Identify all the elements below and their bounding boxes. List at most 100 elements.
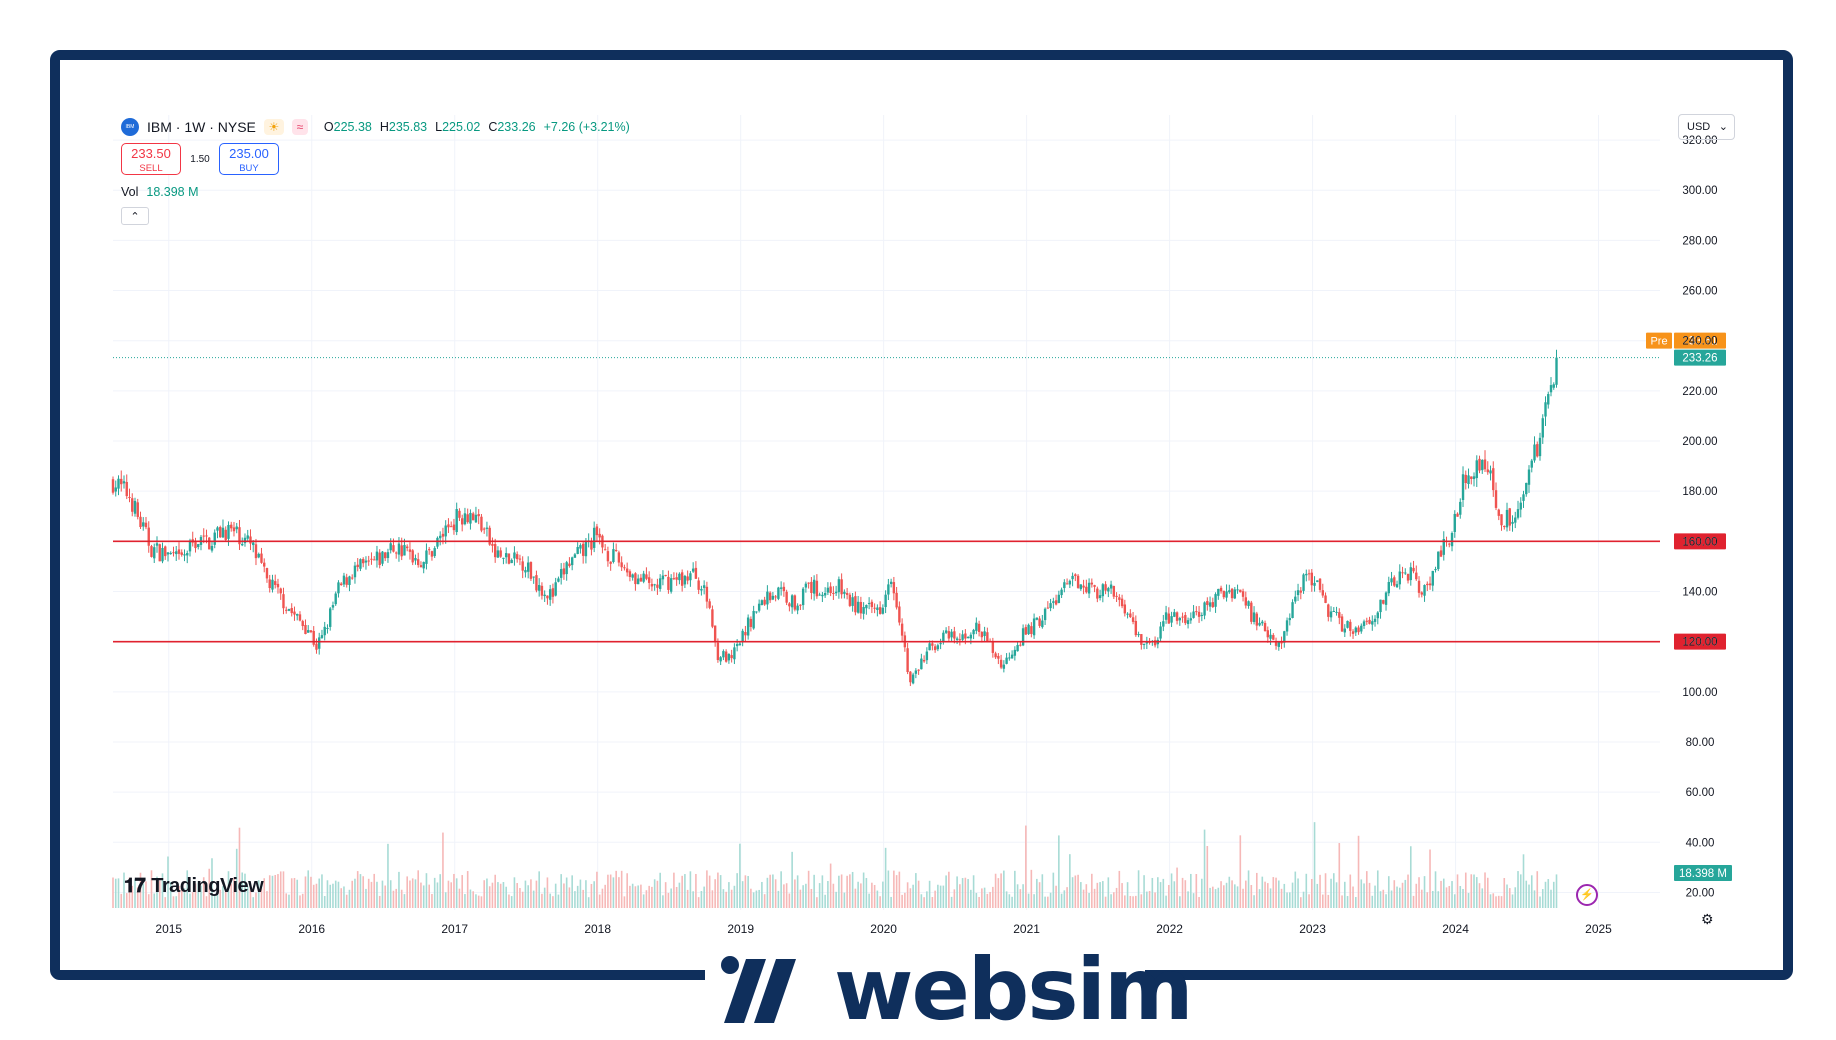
candle-body	[1475, 460, 1478, 479]
volume-bar	[1151, 877, 1154, 908]
candle-body	[755, 611, 758, 613]
candle-body	[529, 562, 533, 579]
lightning-icon[interactable]: ⚡	[1576, 884, 1598, 906]
candle-body	[183, 554, 186, 556]
candle-body	[832, 592, 835, 594]
candle-body	[230, 524, 233, 529]
volume-bar	[849, 874, 851, 908]
candle-body	[722, 651, 725, 658]
candle-body	[590, 540, 593, 550]
candle-body	[994, 653, 997, 658]
volume-bar	[722, 889, 725, 908]
ohlc-values: O225.38 H235.83 L225.02 C233.26 +7.26 (+…	[323, 120, 630, 134]
candle-body	[1390, 578, 1393, 583]
candle-body	[763, 599, 766, 605]
volume-bar	[574, 891, 576, 908]
buy-button[interactable]: 235.00 BUY	[219, 143, 279, 175]
volume-bar	[838, 875, 840, 908]
gear-icon[interactable]: ⚙	[1701, 911, 1714, 927]
candle-body	[1126, 613, 1129, 615]
volume-bar	[1000, 873, 1002, 908]
symbol-title[interactable]: IBM · 1W · NYSE	[147, 119, 256, 135]
candle-body	[1412, 567, 1415, 572]
volume-bar	[1519, 874, 1522, 908]
spread-value: 1.50	[190, 153, 210, 165]
volume-bar	[301, 893, 304, 908]
candle-body	[1549, 385, 1553, 393]
candle-body	[518, 558, 522, 560]
tradingview-logo[interactable]: 𝟏𝟕 TradingView	[124, 875, 264, 897]
volume-bar	[552, 896, 554, 908]
collapse-button[interactable]: ⌃	[121, 207, 149, 225]
volume-bar	[227, 871, 230, 908]
volume-bar	[334, 880, 337, 908]
volume-bar	[180, 886, 183, 908]
candle-body	[551, 588, 555, 597]
candle-body	[122, 481, 126, 484]
candle-body	[999, 659, 1003, 668]
volume-bar	[994, 873, 997, 908]
volume-bar	[967, 879, 969, 908]
volume-bar	[274, 874, 277, 908]
volume-bar	[1360, 879, 1363, 908]
pre-market-tag-label: Pre	[1650, 336, 1667, 348]
candle-body	[579, 545, 582, 549]
volume-bar	[1396, 886, 1398, 908]
sun-icon[interactable]: ☀	[263, 119, 284, 135]
candle-body	[636, 578, 640, 585]
volume-bar	[145, 881, 147, 908]
candle-body	[1332, 610, 1335, 612]
trade-panel: 233.50 SELL 1.50 235.00 BUY	[121, 143, 279, 175]
volume-bar	[1225, 882, 1228, 908]
volume-bar	[703, 886, 705, 908]
candle-body	[1233, 589, 1237, 599]
candle-body	[669, 578, 673, 592]
candle-body	[1096, 588, 1099, 599]
candle-body	[785, 591, 788, 603]
volume-bar	[972, 875, 975, 908]
candle-body	[623, 567, 626, 569]
volume-bar	[422, 885, 425, 908]
wave-icon[interactable]: ≈	[291, 119, 308, 135]
candle-body	[1060, 589, 1063, 596]
last-price-badge	[1674, 349, 1726, 366]
volume-bar	[381, 880, 384, 908]
candle-body	[287, 609, 291, 611]
volume-bar	[750, 888, 752, 908]
candle-body	[1123, 604, 1127, 614]
candle-body	[1186, 620, 1190, 625]
candle-body	[1225, 591, 1228, 598]
candle-body	[400, 545, 403, 557]
candle-body	[870, 601, 874, 608]
candle-body	[128, 496, 131, 498]
candle-body	[1453, 513, 1456, 532]
volume-bar	[571, 875, 573, 908]
x-tick-label: 2018	[584, 922, 611, 936]
volume-bar	[365, 888, 367, 908]
sell-button[interactable]: 233.50 SELL	[121, 143, 181, 175]
candle-body	[955, 638, 959, 640]
currency-select[interactable]: USD ⌄	[1678, 114, 1735, 140]
candle-body	[235, 526, 238, 530]
candle-body	[1450, 532, 1454, 547]
volume-bar	[1022, 884, 1024, 908]
volume-bar	[851, 871, 854, 908]
candle-body	[386, 552, 390, 559]
volume-bar	[631, 883, 634, 908]
candle-body	[219, 527, 222, 538]
volume-bar	[733, 885, 736, 908]
candle-body	[301, 621, 304, 627]
volume-bar	[175, 896, 178, 908]
volume-bar	[1401, 882, 1404, 908]
candle-body	[213, 532, 216, 545]
volume-bar	[1363, 883, 1365, 908]
volume-bar	[1027, 893, 1030, 908]
candle-body	[395, 552, 398, 554]
volume-bar	[1272, 877, 1275, 908]
candle-body	[241, 543, 244, 546]
volume-bar	[1082, 889, 1085, 908]
volume-bar	[992, 886, 994, 908]
x-tick-label: 2019	[727, 922, 754, 936]
candle-body	[900, 623, 904, 636]
